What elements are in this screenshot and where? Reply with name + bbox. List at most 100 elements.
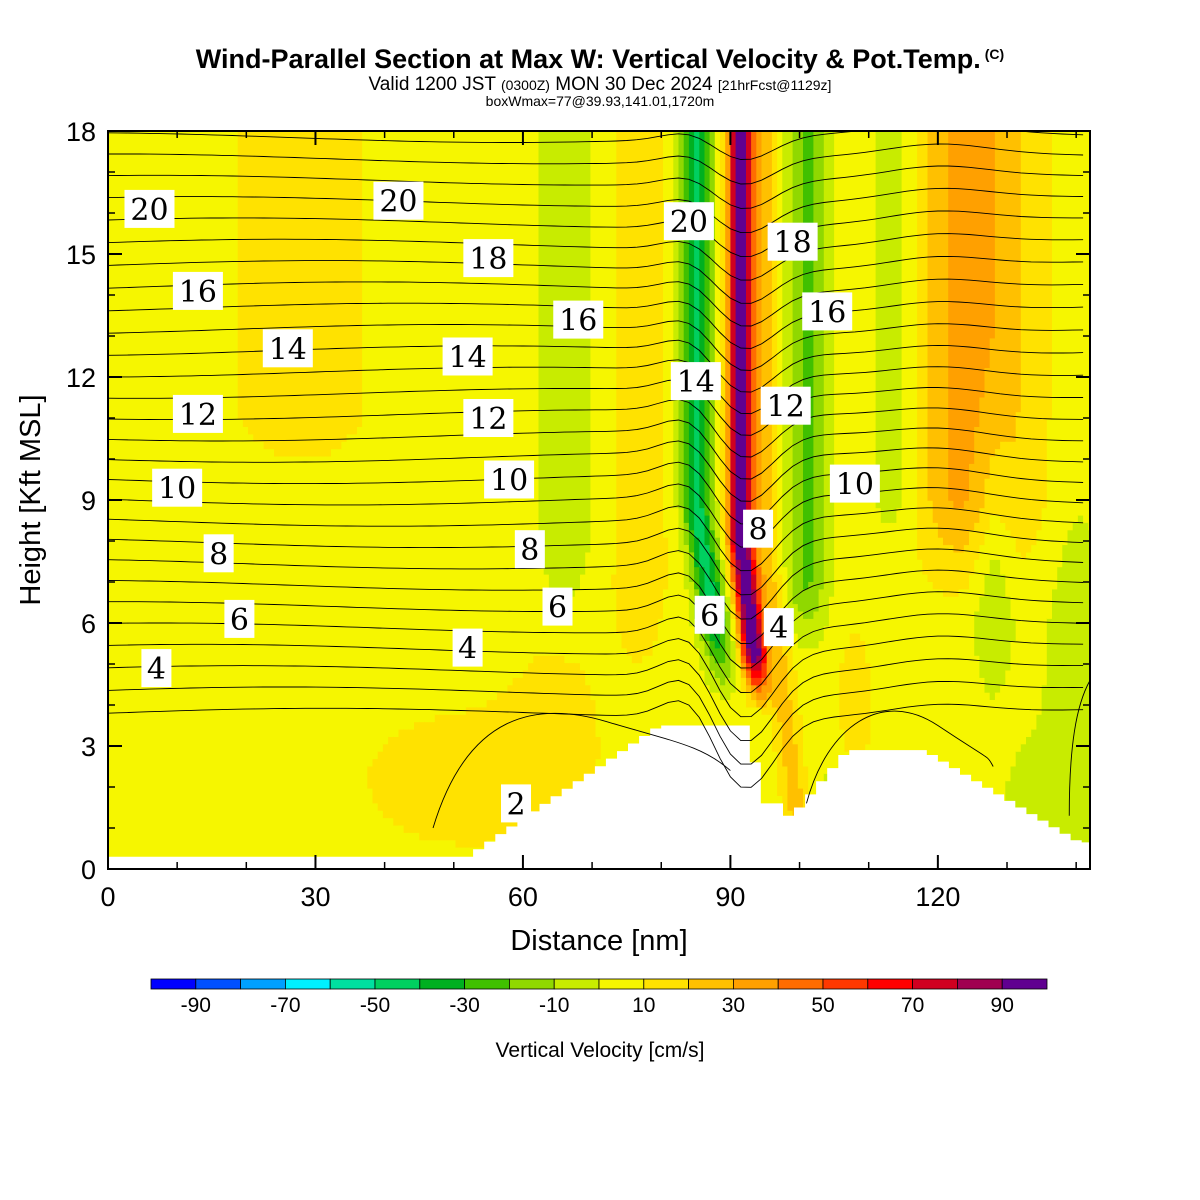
field-cell: [844, 647, 851, 752]
field-cell: [937, 588, 944, 869]
field-cell: [932, 522, 939, 590]
field-cell: [694, 566, 701, 590]
field-cell: [735, 595, 742, 612]
theta-label-text: 12: [179, 398, 217, 433]
theta-label-box: [172, 271, 223, 310]
field-cell: [730, 131, 737, 546]
theta-contour-line: [108, 700, 1084, 788]
field-cell: [1005, 595, 1012, 671]
field-cell: [782, 655, 789, 767]
field-cell: [766, 699, 773, 715]
field-cell: [751, 588, 758, 605]
field-cell: [839, 131, 846, 664]
field-cell: [740, 640, 747, 656]
field-cell: [424, 131, 431, 723]
field-cell: [751, 691, 758, 701]
field-cell: [258, 131, 265, 442]
field-cell: [611, 573, 618, 590]
theta-label: 18: [463, 239, 514, 278]
field-cell: [367, 765, 374, 789]
field-cell: [377, 131, 384, 752]
field-cell: [792, 603, 799, 634]
field-cell: [439, 714, 446, 841]
theta-label: 16: [172, 271, 223, 310]
field-cell: [382, 817, 389, 869]
theta-contour-line: [108, 210, 1084, 258]
field-cell: [694, 131, 701, 538]
field-cell: [969, 463, 975, 531]
colorbar-swatch: [195, 978, 242, 990]
field-cell: [471, 706, 478, 848]
field-cell: [393, 824, 400, 869]
field-cell: [450, 131, 457, 715]
field-cell: [678, 131, 685, 509]
field-cell: [294, 455, 301, 869]
field-cell: [746, 131, 752, 546]
field-cell: [398, 728, 405, 826]
theta-contour-line: [108, 461, 1084, 525]
theta-contour-line: [108, 419, 1084, 480]
field-cell: [808, 647, 815, 819]
y-tick-label: 15: [66, 240, 96, 270]
field-cell: [860, 131, 867, 641]
field-cell: [813, 647, 820, 855]
y-tick-label: 9: [81, 486, 96, 516]
field-cell: [694, 536, 701, 568]
field-cell: [414, 131, 420, 723]
field-cell: [797, 131, 804, 612]
field-cell: [548, 131, 555, 590]
field-cell: [564, 662, 571, 819]
field-cell: [891, 522, 898, 869]
field-cell: [647, 131, 654, 656]
field-cell: [1000, 131, 1007, 442]
field-cell: [398, 824, 405, 869]
field-cell: [854, 632, 861, 760]
theta-label: 20: [373, 181, 424, 220]
y-tick-label: 0: [81, 855, 96, 885]
field-cell: [751, 559, 758, 575]
field-cell: [1020, 743, 1027, 869]
theta-label: 12: [172, 394, 223, 433]
field-cell: [341, 441, 348, 869]
field-cell: [621, 131, 628, 649]
field-cell: [751, 603, 758, 664]
field-cell: [704, 544, 711, 605]
axes: 0 30 60 90 120 0 3 6 9 12 15 18: [66, 117, 1090, 912]
field-cell: [315, 455, 322, 869]
field-cell: [714, 662, 721, 678]
field-cell: [408, 728, 415, 833]
field-cell: [989, 337, 996, 457]
field-cell: [730, 640, 737, 693]
field-cell: [403, 832, 410, 869]
field-cell: [746, 662, 752, 671]
field-cell: [896, 131, 903, 509]
field-cell: [751, 699, 758, 708]
field-cell: [445, 839, 452, 869]
theta-label-box: [203, 534, 234, 573]
field-cell: [984, 367, 991, 479]
field-cell: [600, 131, 607, 869]
field-cell: [357, 131, 363, 427]
field-cell: [554, 131, 560, 597]
field-cell: [574, 588, 581, 664]
field-cell: [372, 131, 379, 760]
field-cell: [1010, 131, 1017, 442]
theta-label-box: [463, 239, 514, 278]
colorbar-swatch: [329, 978, 376, 990]
theta-contour-line: [108, 143, 1084, 185]
field-cell: [756, 699, 763, 708]
theta-label-text: 10: [836, 468, 874, 503]
field-cell: [517, 131, 524, 678]
theta-contour-line: [108, 658, 1084, 742]
field-cell: [792, 743, 799, 855]
field-cell: [626, 131, 633, 656]
field-cell: [699, 507, 706, 568]
field-cell: [481, 706, 488, 848]
field-cell: [1041, 684, 1048, 869]
field-cell: [714, 131, 721, 501]
theta-label: 14: [262, 329, 313, 368]
field-cell: [901, 131, 908, 869]
theta-contour-line: [108, 233, 1084, 281]
field-cell: [424, 721, 431, 841]
field-cell: [740, 677, 747, 693]
